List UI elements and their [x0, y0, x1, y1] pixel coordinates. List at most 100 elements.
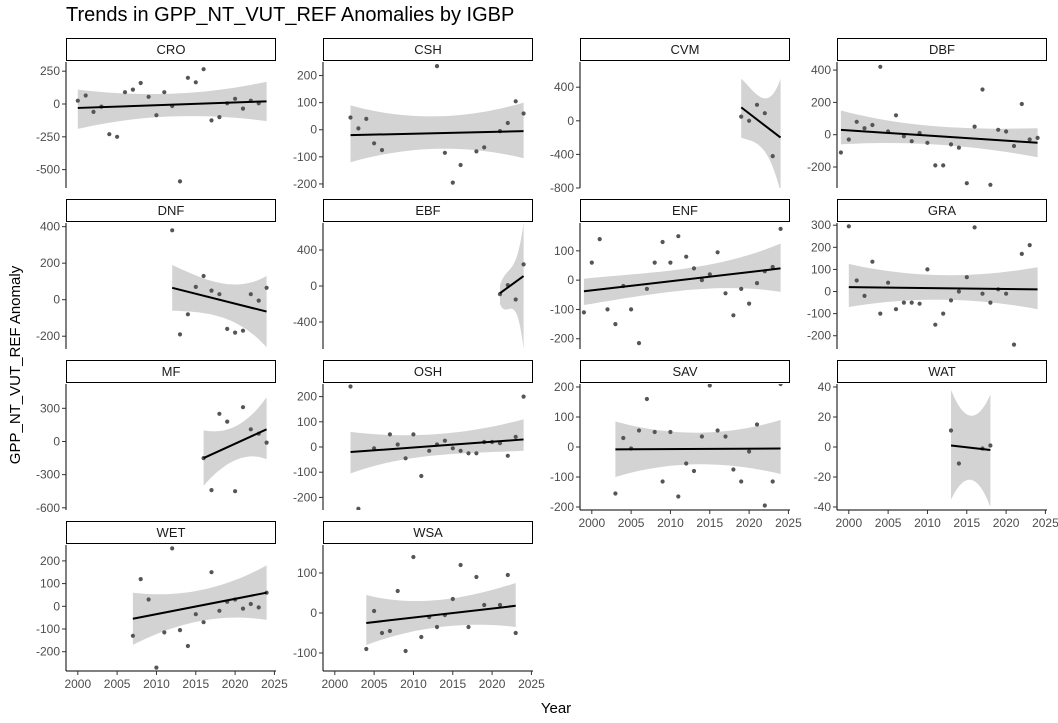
- data-point: [621, 435, 626, 441]
- x-tick-label: 2000: [835, 516, 862, 530]
- x-tick-label: 2010: [914, 516, 941, 530]
- data-point: [513, 630, 518, 636]
- data-point: [909, 139, 914, 144]
- y-tick-label: 0: [310, 279, 317, 293]
- strip-label: DBF: [929, 42, 955, 57]
- y-tick-label: 400: [40, 220, 60, 234]
- x-tick-label: 2015: [953, 516, 980, 530]
- confidence-band: [848, 263, 1038, 310]
- y-tick-label: 20: [818, 410, 832, 424]
- data-point: [348, 384, 353, 389]
- data-point: [964, 181, 969, 186]
- data-point: [972, 225, 977, 230]
- strip-wsa: [323, 521, 533, 544]
- y-tick-label: 0: [310, 606, 317, 620]
- data-point: [964, 275, 969, 280]
- data-point: [466, 451, 471, 456]
- strip-sav: [580, 360, 790, 383]
- data-point: [739, 286, 744, 291]
- data-point: [442, 438, 447, 443]
- data-point: [395, 442, 400, 447]
- data-point: [731, 467, 736, 472]
- y-tick-label: -400: [293, 315, 317, 329]
- data-point: [107, 132, 112, 137]
- data-point: [956, 289, 962, 294]
- data-point: [434, 64, 440, 69]
- data-point: [838, 150, 844, 155]
- x-tick-label: 2010: [143, 677, 170, 691]
- data-point: [988, 182, 993, 187]
- x-tick-label: 2000: [321, 677, 348, 691]
- y-tick-label: 400: [554, 80, 574, 94]
- data-point: [925, 267, 930, 272]
- strip-label: SAV: [672, 364, 697, 379]
- data-point: [988, 443, 993, 448]
- data-point: [770, 154, 775, 159]
- data-point: [956, 145, 962, 150]
- panel-sav: SAV 200 100 0 -100 -200 2000 2005 2010 2015 2020 20…: [550, 360, 802, 530]
- data-point: [201, 273, 206, 279]
- data-point: [240, 606, 246, 611]
- y-tick-label: 100: [554, 244, 574, 258]
- x-tick-label: 2010: [400, 677, 427, 691]
- x-tick-label: 2025: [1032, 516, 1058, 530]
- x-axis-title: Year: [541, 700, 571, 717]
- data-point: [130, 87, 135, 92]
- y-tick-label: 250: [40, 64, 60, 78]
- data-point: [660, 239, 665, 245]
- data-point: [613, 491, 618, 496]
- data-point: [458, 448, 463, 453]
- y-tick-label: -600: [36, 501, 60, 515]
- strip-enf: [580, 199, 790, 222]
- data-point: [676, 494, 681, 499]
- data-point: [878, 64, 883, 69]
- data-point: [652, 260, 657, 265]
- y-tick-label: 0: [824, 128, 831, 142]
- y-tick-label: 0: [310, 440, 317, 454]
- x-tick-label: 2005: [104, 677, 131, 691]
- plot-area: [130, 546, 269, 670]
- data-point: [699, 278, 705, 283]
- data-point: [233, 489, 238, 494]
- data-point: [450, 180, 455, 185]
- plot-area: [170, 228, 269, 348]
- data-point: [684, 254, 689, 259]
- y-tick-label: -200: [550, 500, 574, 514]
- plot-area: [739, 78, 782, 188]
- data-point: [1004, 129, 1009, 134]
- strip-label: WSA: [413, 525, 443, 540]
- data-point: [715, 250, 720, 255]
- data-point: [474, 574, 479, 580]
- panel-wet: WET 200 100 0 -100 -200 2000 2005 2010 2015 2020 20…: [36, 521, 288, 691]
- trend-line: [950, 444, 991, 451]
- x-tick-label: 2015: [439, 677, 466, 691]
- data-point: [209, 570, 214, 575]
- data-point: [925, 140, 930, 145]
- x-tick-label: 2020: [736, 516, 763, 530]
- data-point: [372, 141, 377, 146]
- data-point: [581, 310, 587, 315]
- confidence-band: [583, 243, 781, 305]
- trend-line: [77, 100, 267, 109]
- panel-cro: CRO 250 0 -250 -500: [36, 38, 276, 188]
- data-point: [886, 280, 891, 285]
- data-point: [972, 124, 977, 129]
- strip-mf: [66, 360, 276, 383]
- y-tick-label: 0: [53, 293, 60, 307]
- strip-wat: [837, 360, 1047, 383]
- data-point: [403, 648, 408, 654]
- data-point: [1011, 342, 1017, 347]
- y-tick-label: -400: [550, 147, 574, 161]
- data-point: [372, 608, 377, 614]
- data-point: [138, 80, 143, 86]
- panel-dnf: DNF 400 200 0 -200: [36, 199, 276, 349]
- plot-area: [497, 223, 526, 349]
- trend-line: [203, 428, 267, 459]
- data-point: [1011, 143, 1017, 149]
- strip-cro: [66, 38, 276, 61]
- data-point: [893, 307, 899, 312]
- data-point: [948, 428, 954, 433]
- trend-line: [499, 275, 525, 295]
- data-point: [419, 473, 424, 479]
